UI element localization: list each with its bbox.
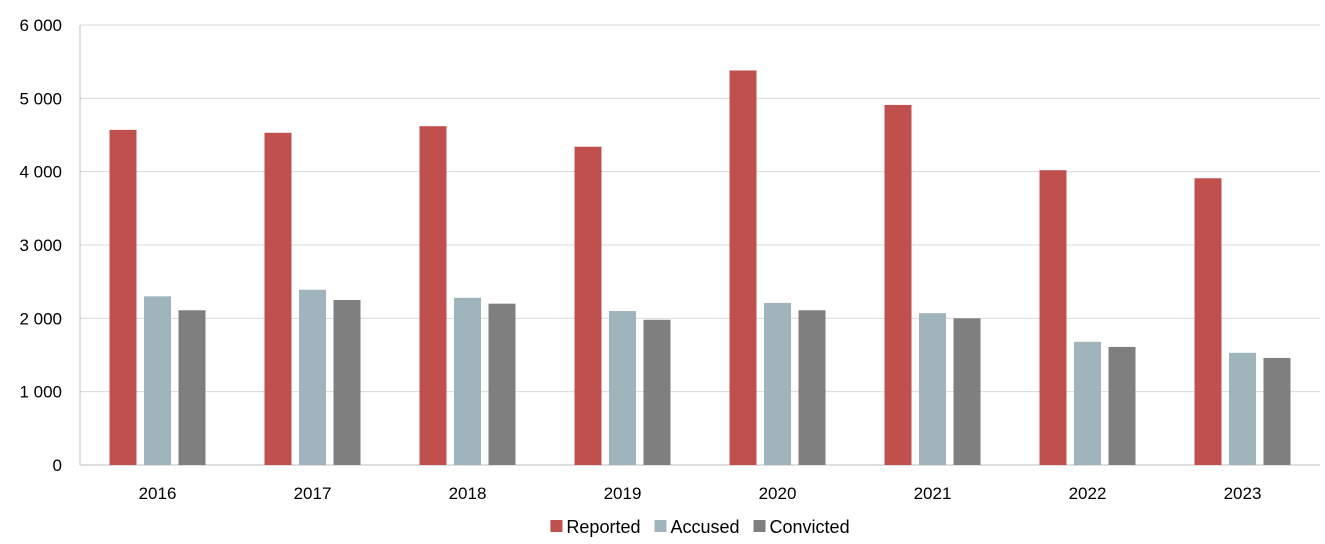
legend: Reported Accused Convicted [550, 517, 850, 537]
bar-reported-2021 [884, 104, 912, 465]
bar-reported-2023 [1194, 178, 1222, 465]
y-tick-label: 0 [53, 456, 62, 475]
legend-label: Accused [670, 517, 739, 537]
bar-accused-2021 [919, 313, 946, 465]
bar-reported-2019 [574, 146, 602, 465]
x-tick-label: 2022 [1069, 484, 1107, 503]
y-tick-label: 4 000 [19, 163, 62, 182]
legend-item-reported: Reported [550, 517, 640, 537]
bar-accused-2019 [609, 311, 636, 465]
bar-convicted-2017 [333, 300, 361, 465]
bar-accused-2018 [454, 297, 481, 465]
bar-accused-2022 [1074, 341, 1101, 465]
bar-accused-2023 [1229, 352, 1256, 465]
bar-accused-2017 [299, 289, 326, 465]
bar-convicted-2018 [488, 303, 516, 465]
x-tick-label: 2018 [449, 484, 487, 503]
legend-swatch [654, 520, 667, 532]
bar-reported-2022 [1039, 170, 1067, 465]
bar-reported-2020 [729, 70, 757, 465]
x-axis-tick-labels: 2016 2017 2018 2019 2020 2021 2022 2023 [139, 484, 1262, 503]
legend-item-accused: Accused [654, 517, 740, 537]
y-axis-tick-labels: 0 1 000 2 000 3 000 4 000 5 000 6 000 [19, 16, 62, 475]
x-tick-label: 2016 [139, 484, 177, 503]
bars [109, 70, 1291, 466]
x-tick-label: 2020 [759, 484, 797, 503]
y-tick-label: 1 000 [19, 383, 62, 402]
bar-reported-2016 [109, 129, 137, 465]
x-tick-label: 2017 [294, 484, 332, 503]
y-tick-label: 6 000 [19, 16, 62, 35]
bar-reported-2017 [264, 132, 292, 466]
x-tick-label: 2021 [914, 484, 952, 503]
bar-convicted-2021 [953, 318, 981, 465]
bar-convicted-2016 [178, 310, 206, 465]
y-tick-label: 5 000 [19, 89, 62, 108]
bar-reported-2018 [419, 126, 447, 465]
bar-convicted-2023 [1263, 357, 1291, 465]
bar-convicted-2022 [1108, 346, 1136, 465]
y-tick-label: 2 000 [19, 309, 62, 328]
legend-label: Reported [566, 517, 640, 537]
bar-accused-2016 [144, 296, 171, 465]
x-tick-label: 2023 [1224, 484, 1262, 503]
legend-item-convicted: Convicted [753, 517, 850, 537]
bar-convicted-2019 [643, 319, 671, 465]
legend-label: Convicted [770, 517, 850, 537]
x-tick-label: 2019 [604, 484, 642, 503]
legend-swatch [753, 520, 766, 532]
y-tick-label: 3 000 [19, 236, 62, 255]
bar-accused-2020 [764, 302, 791, 465]
bar-convicted-2020 [798, 310, 826, 465]
legend-swatch [550, 520, 563, 532]
